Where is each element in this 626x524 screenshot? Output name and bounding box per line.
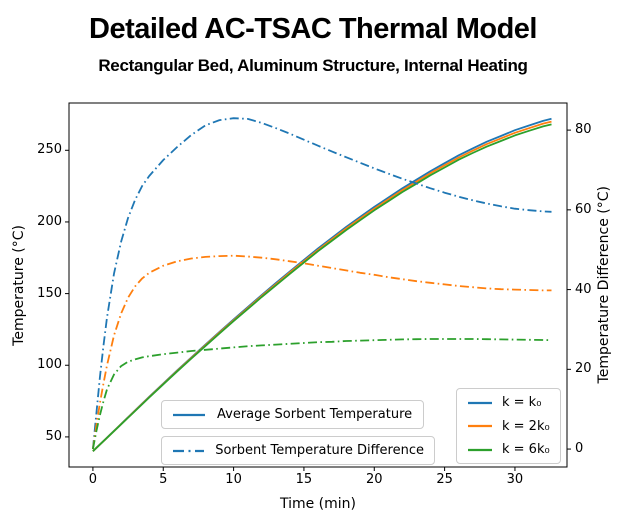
legend-conductivity: k = k₀ k = 2k₀ k = 6k₀ (456, 388, 561, 464)
series-line-4 (92, 254, 552, 450)
axes-frame (68, 102, 568, 468)
legend-label-k0: k = k₀ (502, 395, 542, 410)
y-right-tick-label: 80 (575, 122, 592, 138)
series-group (92, 117, 552, 452)
legend-average-sorbent-temperature: Average Sorbent Temperature (161, 400, 424, 429)
series-line-5 (92, 338, 552, 450)
series-line-3 (92, 117, 552, 450)
y-left-tick-label: 200 (37, 213, 62, 229)
y-left-tick-label: 150 (37, 285, 62, 301)
y-left-tick-label: 100 (37, 357, 62, 373)
x-tick-label: 25 (436, 472, 453, 487)
legend-label-temp-difference: Sorbent Temperature Difference (215, 443, 424, 458)
x-tick-label: 30 (506, 472, 524, 487)
dashdot-line-sample-icon (173, 449, 205, 452)
legend-label-6k0: k = 6k₀ (502, 442, 550, 457)
y-right-tick-label: 20 (575, 361, 592, 377)
x-tick-label: 10 (225, 472, 242, 487)
6k0-line-sample-icon (468, 448, 492, 451)
x-axis-label: Time (min) (279, 496, 357, 512)
legend-label-average-temp: Average Sorbent Temperature (217, 407, 413, 422)
k0-line-sample-icon (468, 401, 492, 404)
chart-subtitle: Rectangular Bed, Aluminum Structure, Int… (98, 56, 528, 75)
series-line-2 (92, 123, 552, 452)
legend-item-2k0: k = 2k₀ (465, 417, 552, 436)
solid-line-sample-icon (173, 413, 205, 416)
legend-item-k0: k = k₀ (465, 393, 552, 412)
legend-item-6k0: k = 6k₀ (465, 440, 552, 459)
y-left-tick-label: 50 (45, 428, 62, 444)
chart-title: Detailed AC-TSAC Thermal Model (89, 13, 537, 45)
2k0-line-sample-icon (468, 424, 492, 428)
legend-label-2k0: k = 2k₀ (502, 418, 550, 434)
y-left-tick-label: 250 (37, 142, 62, 158)
x-tick-label: 5 (159, 472, 168, 487)
legend-sorbent-temperature-difference: Sorbent Temperature Difference (161, 436, 435, 465)
y-right-tick-label: 40 (575, 281, 592, 297)
x-tick-label: 20 (365, 472, 383, 487)
y-right-tick-label: 60 (575, 201, 592, 217)
x-tick-label: 0 (88, 472, 98, 487)
y-right-tick-label: 0 (575, 441, 584, 457)
x-tick-label: 15 (295, 472, 313, 487)
